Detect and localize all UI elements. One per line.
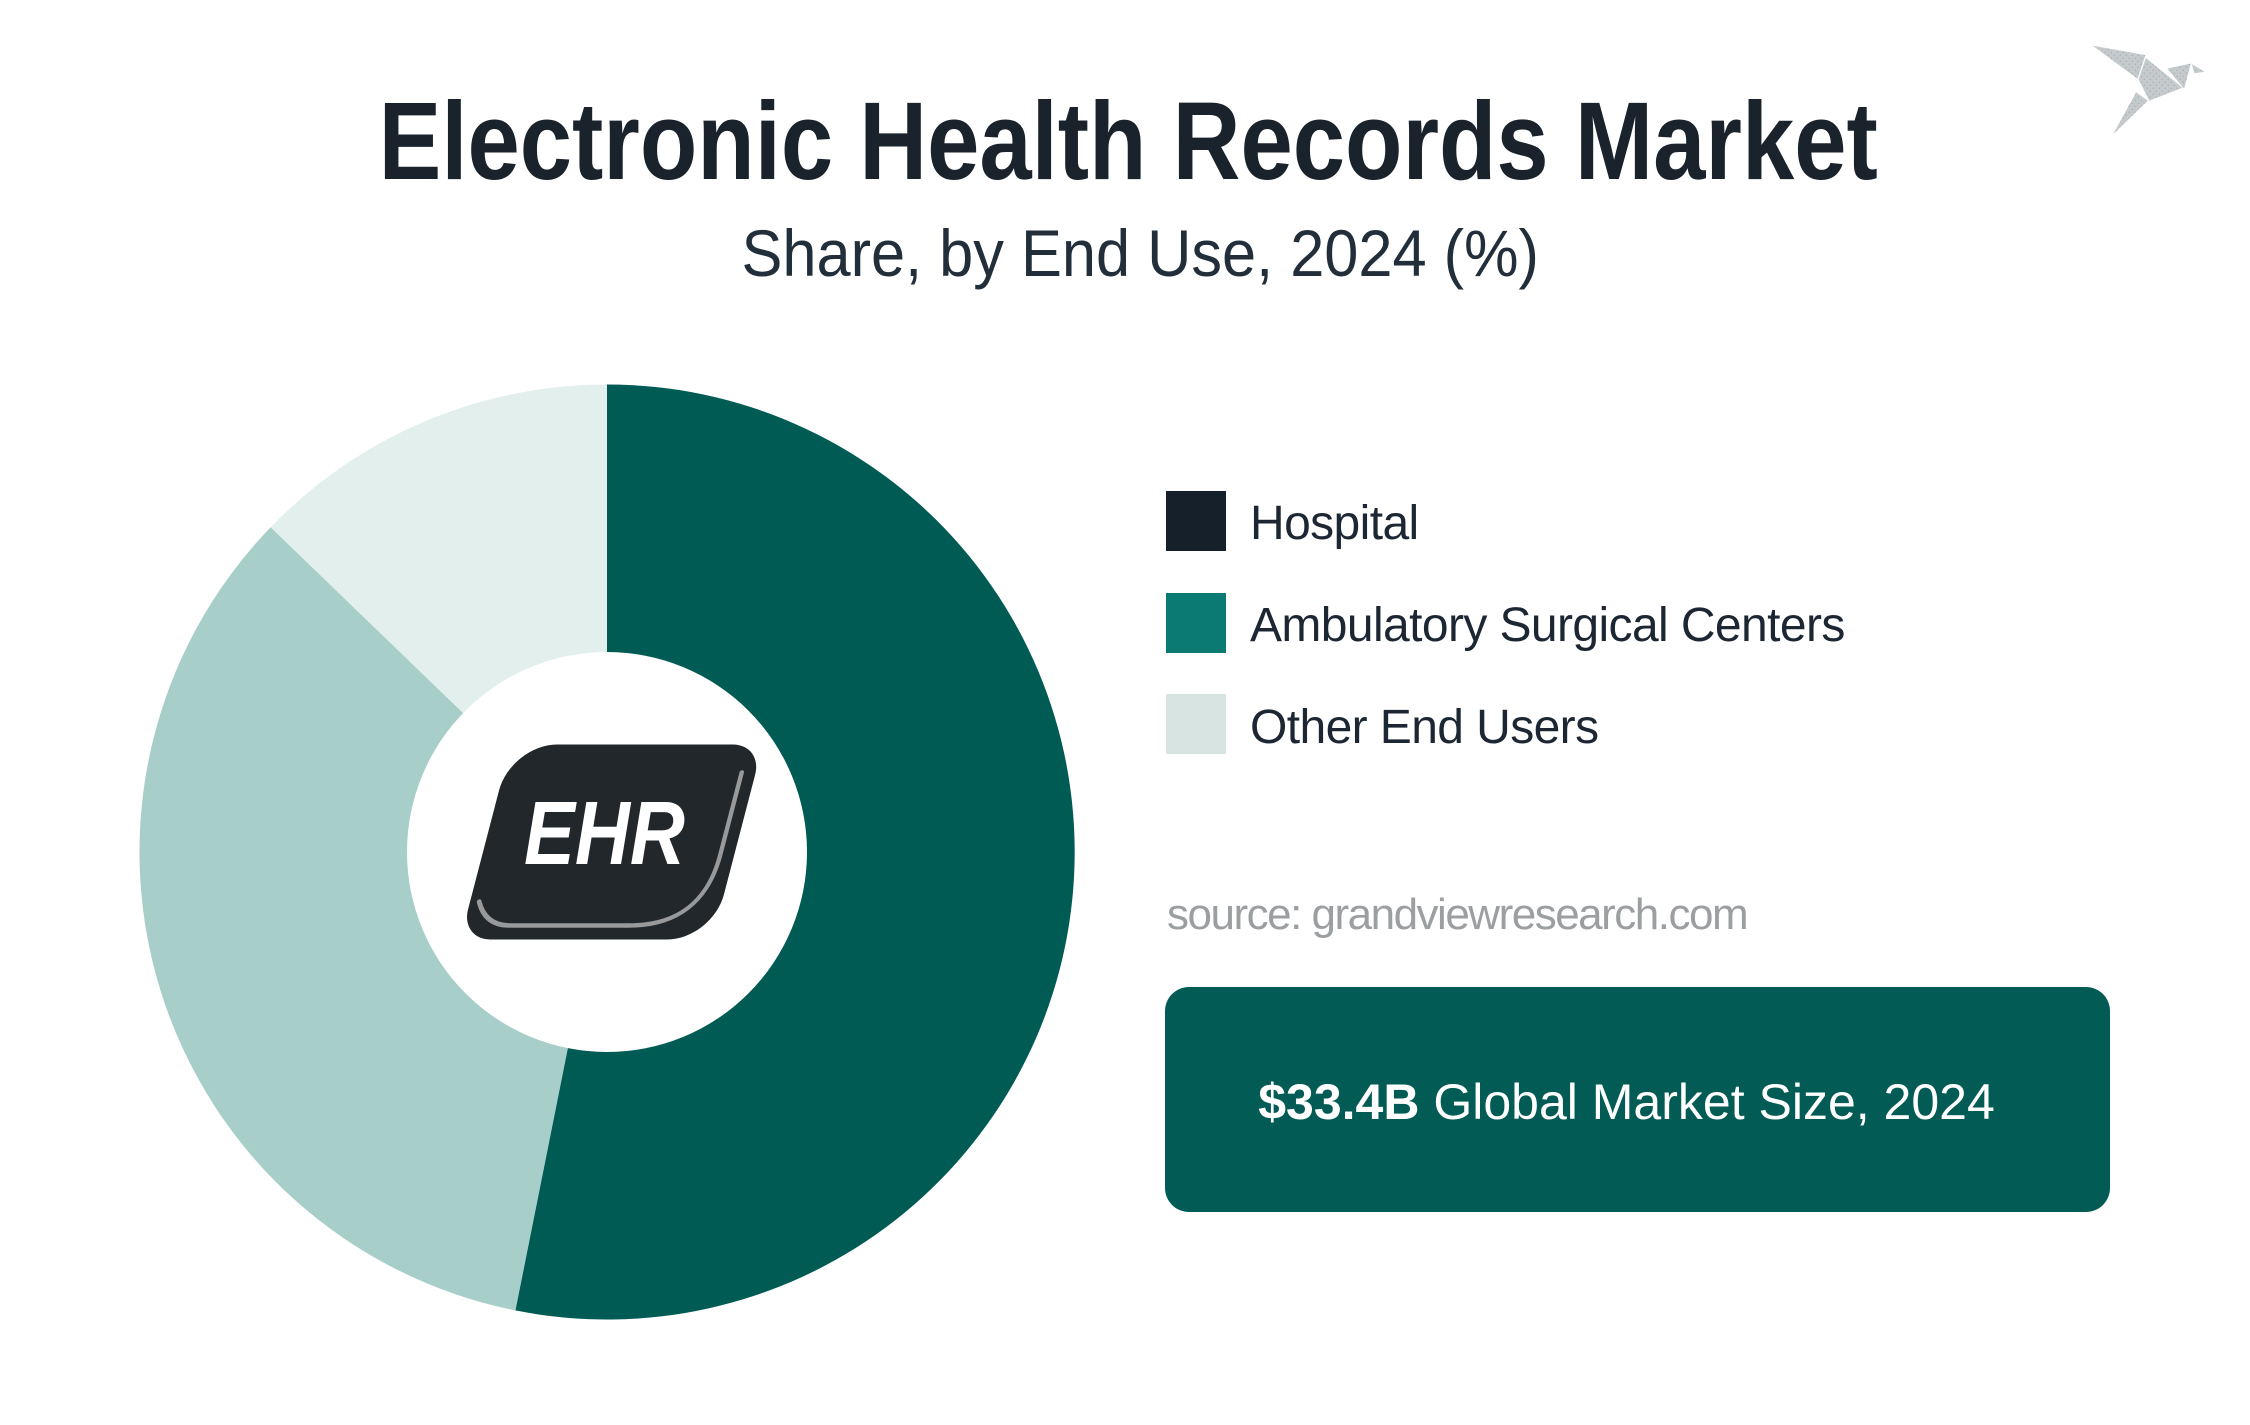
svg-text:EHR: EHR <box>524 783 685 883</box>
